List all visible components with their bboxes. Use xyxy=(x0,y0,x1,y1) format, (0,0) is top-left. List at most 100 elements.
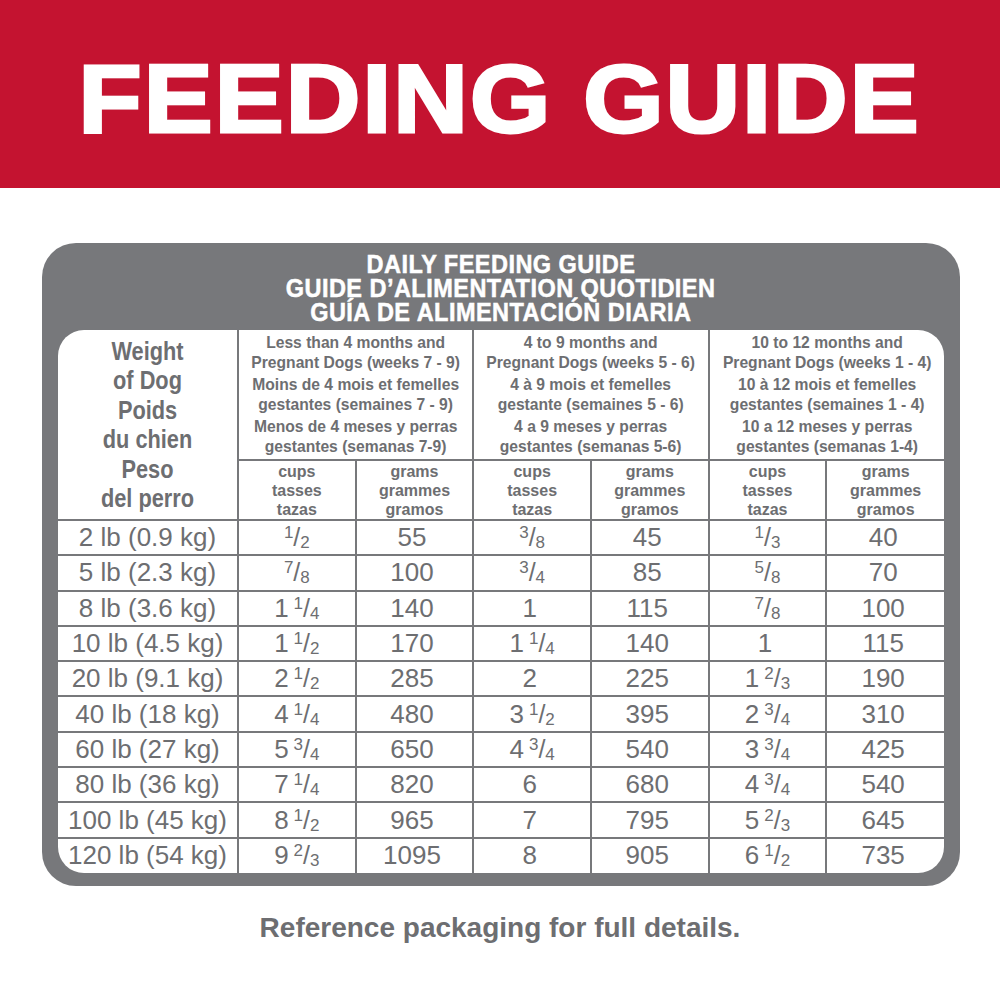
table-row: 80 lb (36 kg)71/4820668043/4540 xyxy=(58,767,944,802)
fraction: 3/4 xyxy=(764,734,790,764)
cups-cell: 11/4 xyxy=(473,626,591,661)
fraction: 1/4 xyxy=(529,628,555,658)
cups-cell: 12/3 xyxy=(709,661,827,696)
grams-cell: 85 xyxy=(591,555,709,590)
grams-cell: 540 xyxy=(591,732,709,767)
grams-cell: 395 xyxy=(591,696,709,731)
cups-cell: 11/4 xyxy=(238,591,356,626)
cups-cell: 23/4 xyxy=(709,696,827,731)
banner-title: FEEDING GUIDE xyxy=(79,44,921,154)
cups-cell: 3/4 xyxy=(473,555,591,590)
cups-cell: 33/4 xyxy=(709,732,827,767)
cups-cell: 7/8 xyxy=(238,555,356,590)
grams-cell: 735 xyxy=(826,838,944,873)
fraction: 7/8 xyxy=(755,593,781,623)
feeding-guide-card: DAILY FEEDING GUIDEGUIDE D’ALIMENTATION … xyxy=(42,243,960,886)
cups-cell: 41/4 xyxy=(238,696,356,731)
weight-cell: 40 lb (18 kg) xyxy=(58,696,238,731)
grams-unit-header-2: gramsgrammesgramos xyxy=(591,460,709,520)
grams-cell: 425 xyxy=(826,732,944,767)
age-group-header-2: 4 to 9 months andPregnant Dogs (weeks 5 … xyxy=(473,330,708,460)
fraction: 1/4 xyxy=(294,593,320,623)
table-row: 60 lb (27 kg)53/465043/454033/4425 xyxy=(58,732,944,767)
feeding-table-wrap: Weightof DogPoidsdu chienPesodel perroLe… xyxy=(58,330,944,873)
grams-cell: 40 xyxy=(826,520,944,555)
cups-cell: 2 xyxy=(473,661,591,696)
grams-cell: 140 xyxy=(591,626,709,661)
grams-cell: 55 xyxy=(356,520,474,555)
weight-cell: 8 lb (3.6 kg) xyxy=(58,591,238,626)
feeding-table: Weightof DogPoidsdu chienPesodel perroLe… xyxy=(58,330,944,873)
weight-cell: 80 lb (36 kg) xyxy=(58,767,238,802)
footer-note: Reference packaging for full details. xyxy=(0,912,1000,944)
table-row: 120 lb (54 kg)92/31095890561/2735 xyxy=(58,838,944,873)
cups-unit-header-3: cupstassestazas xyxy=(709,460,827,520)
cups-cell: 6 xyxy=(473,767,591,802)
grams-cell: 310 xyxy=(826,696,944,731)
weight-cell: 2 lb (0.9 kg) xyxy=(58,520,238,555)
fraction: 1/2 xyxy=(294,663,320,693)
fraction: 1/4 xyxy=(294,769,320,799)
grams-cell: 70 xyxy=(826,555,944,590)
table-row: 2 lb (0.9 kg)1/2553/8451/340 xyxy=(58,520,944,555)
table-row: 5 lb (2.3 kg) 7/8 100 3/4 85 5/8 70 xyxy=(58,555,944,590)
table-row: 100 lb (45 kg)81/2965779552/3645 xyxy=(58,802,944,837)
grams-cell: 115 xyxy=(826,626,944,661)
fraction: 5/8 xyxy=(755,557,781,587)
grams-cell: 140 xyxy=(356,591,474,626)
card-title: DAILY FEEDING GUIDEGUIDE D’ALIMENTATION … xyxy=(42,243,960,330)
weight-cell: 20 lb (9.1 kg) xyxy=(58,661,238,696)
cups-cell: 1 xyxy=(709,626,827,661)
fraction: 1/4 xyxy=(294,699,320,729)
cups-cell: 92/3 xyxy=(238,838,356,873)
feeding-table-body: 2 lb (0.9 kg)1/2553/8451/3405 lb (2.3 kg… xyxy=(58,520,944,873)
cups-cell: 7/8 xyxy=(709,591,827,626)
weight-cell: 60 lb (27 kg) xyxy=(58,732,238,767)
weight-cell: 5 lb (2.3 kg) xyxy=(58,555,238,590)
grams-cell: 225 xyxy=(591,661,709,696)
fraction: 3/8 xyxy=(519,522,545,552)
grams-cell: 100 xyxy=(356,555,474,590)
fraction: 3/4 xyxy=(294,734,320,764)
weight-cell: 10 lb (4.5 kg) xyxy=(58,626,238,661)
fraction: 3/4 xyxy=(764,699,790,729)
cups-cell: 31/2 xyxy=(473,696,591,731)
grams-cell: 190 xyxy=(826,661,944,696)
fraction: 3/4 xyxy=(519,557,545,587)
grams-unit-header-3: gramsgrammesgramos xyxy=(826,460,944,520)
card-title-line-1: DAILY FEEDING GUIDE xyxy=(367,252,636,276)
cups-cell: 81/2 xyxy=(238,802,356,837)
grams-unit-header-1: gramsgrammesgramos xyxy=(356,460,474,520)
fraction: 1/2 xyxy=(294,805,320,835)
cups-cell: 71/4 xyxy=(238,767,356,802)
fraction: 1/2 xyxy=(284,522,310,552)
table-row: 10 lb (4.5 kg)11/217011/41401115 xyxy=(58,626,944,661)
grams-cell: 650 xyxy=(356,732,474,767)
grams-cell: 965 xyxy=(356,802,474,837)
cups-cell: 43/4 xyxy=(709,767,827,802)
fraction: 1/2 xyxy=(529,699,555,729)
weight-cell: 100 lb (45 kg) xyxy=(58,802,238,837)
fraction: 1/3 xyxy=(755,522,781,552)
grams-cell: 115 xyxy=(591,591,709,626)
grams-cell: 680 xyxy=(591,767,709,802)
cups-cell: 1/2 xyxy=(238,520,356,555)
cups-cell: 61/2 xyxy=(709,838,827,873)
fraction: 1/2 xyxy=(764,840,790,870)
card-title-line-3: GUÍA DE ALIMENTACIÓN DIARIA xyxy=(310,300,691,324)
fraction: 3/4 xyxy=(764,769,790,799)
table-row: 40 lb (18 kg)41/448031/239523/4310 xyxy=(58,696,944,731)
cups-cell: 21/2 xyxy=(238,661,356,696)
grams-cell: 905 xyxy=(591,838,709,873)
fraction: 3/4 xyxy=(529,734,555,764)
cups-cell: 53/4 xyxy=(238,732,356,767)
grams-cell: 285 xyxy=(356,661,474,696)
fraction: 1/2 xyxy=(294,628,320,658)
card-title-line-2: GUIDE D’ALIMENTATION QUOTIDIEN xyxy=(286,276,716,300)
fraction: 7/8 xyxy=(284,557,310,587)
fraction: 2/3 xyxy=(764,805,790,835)
grams-cell: 1095 xyxy=(356,838,474,873)
grams-cell: 820 xyxy=(356,767,474,802)
weight-cell: 120 lb (54 kg) xyxy=(58,838,238,873)
table-row: 8 lb (3.6 kg)11/414011157/8100 xyxy=(58,591,944,626)
